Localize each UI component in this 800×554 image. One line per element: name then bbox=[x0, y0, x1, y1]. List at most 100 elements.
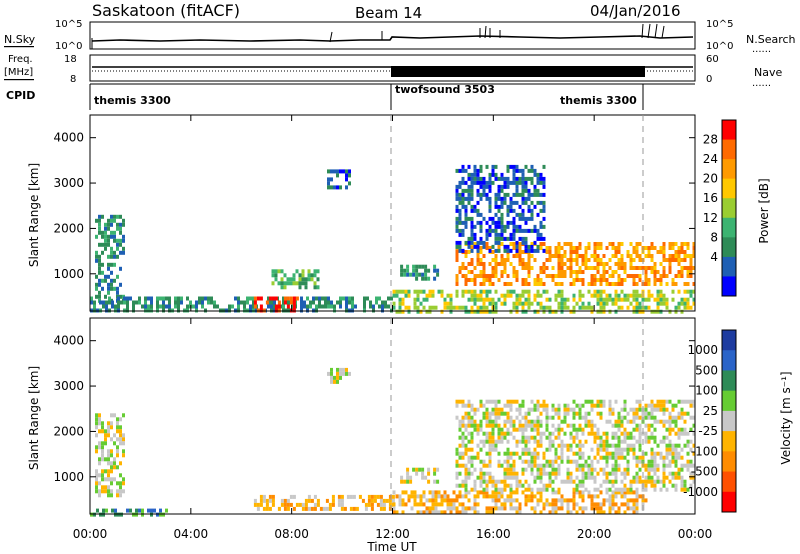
heatmap-cell bbox=[557, 455, 561, 460]
heatmap-cell bbox=[566, 506, 570, 511]
heatmap-cell bbox=[665, 427, 669, 432]
heatmap-cell bbox=[467, 164, 471, 169]
heatmap-cell bbox=[602, 305, 606, 310]
heatmap-cell bbox=[596, 411, 600, 416]
heatmap-cell bbox=[614, 431, 618, 436]
heatmap-cell bbox=[515, 224, 519, 229]
heatmap-cell bbox=[316, 285, 320, 290]
heatmap-cell bbox=[644, 270, 648, 274]
heatmap-cell bbox=[318, 296, 321, 301]
heatmap-cell bbox=[617, 463, 621, 468]
heatmap-cell bbox=[488, 399, 492, 404]
heatmap-cell bbox=[515, 309, 519, 314]
heatmap-cell bbox=[446, 293, 450, 298]
heatmap-cell bbox=[551, 439, 555, 444]
heatmap-cell bbox=[116, 449, 119, 454]
heatmap-cell bbox=[539, 487, 543, 492]
heatmap-cell bbox=[506, 236, 510, 241]
heatmap-cell bbox=[578, 415, 582, 420]
heatmap-cell bbox=[599, 262, 603, 266]
heatmap-cell bbox=[545, 463, 549, 468]
y-tick-label: 3000 bbox=[53, 176, 84, 190]
heatmap-cell bbox=[482, 289, 486, 294]
heatmap-cell bbox=[301, 281, 305, 286]
heatmap-cell bbox=[668, 246, 672, 250]
heatmap-cell bbox=[470, 262, 474, 266]
heatmap-cell bbox=[479, 192, 483, 197]
heatmap-cell bbox=[536, 176, 540, 181]
heatmap-cell bbox=[578, 293, 582, 298]
heatmap-cell bbox=[387, 304, 390, 309]
heatmap-cell bbox=[467, 176, 471, 181]
heatmap-cell bbox=[485, 487, 489, 492]
heatmap-cell bbox=[674, 463, 678, 468]
heatmap-cell bbox=[458, 270, 462, 274]
heatmap-cell bbox=[515, 415, 519, 420]
heatmap-cell bbox=[668, 411, 672, 416]
heatmap-cell bbox=[614, 282, 618, 286]
heatmap-cell bbox=[602, 403, 606, 408]
heatmap-cell bbox=[419, 498, 423, 503]
heatmap-cell bbox=[431, 506, 435, 511]
heatmap-cell bbox=[578, 246, 582, 250]
heatmap-cell bbox=[177, 296, 180, 301]
heatmap-cell bbox=[521, 431, 525, 436]
heatmap-cell bbox=[506, 192, 510, 197]
heatmap-cell bbox=[578, 494, 582, 499]
heatmap-cell bbox=[488, 459, 492, 464]
heatmap-cell bbox=[455, 188, 459, 193]
heatmap-cell bbox=[614, 423, 618, 428]
heatmap-cell bbox=[101, 477, 104, 482]
heatmap-cell bbox=[409, 475, 413, 480]
heatmap-cell bbox=[312, 296, 315, 301]
heatmap-cell bbox=[686, 266, 690, 270]
heatmap-cell bbox=[596, 293, 600, 298]
heatmap-cell bbox=[620, 471, 624, 476]
heatmap-cell bbox=[503, 471, 507, 476]
heatmap-cell bbox=[401, 510, 405, 515]
heatmap-cell bbox=[446, 494, 450, 499]
heatmap-cell bbox=[656, 475, 660, 480]
heatmap-cell bbox=[301, 273, 305, 278]
heatmap-cell bbox=[530, 192, 534, 197]
heatmap-cell bbox=[419, 309, 423, 314]
nsearch-dots: ...... bbox=[752, 44, 771, 55]
heatmap-cell bbox=[458, 510, 462, 515]
heatmap-cell bbox=[497, 487, 501, 492]
heatmap-cell bbox=[168, 296, 171, 301]
colorbar-segment bbox=[722, 159, 736, 180]
heatmap-cell bbox=[473, 164, 477, 169]
heatmap-cell bbox=[458, 220, 462, 225]
heatmap-cell bbox=[563, 443, 567, 448]
heatmap-cell bbox=[629, 435, 633, 440]
heatmap-cell bbox=[348, 296, 351, 301]
heatmap-cell bbox=[638, 309, 642, 314]
heatmap-cell bbox=[162, 300, 165, 305]
heatmap-cell bbox=[545, 427, 549, 432]
heatmap-cell bbox=[497, 479, 501, 484]
heatmap-cell bbox=[593, 494, 597, 499]
heatmap-cell bbox=[551, 443, 555, 448]
heatmap-cell bbox=[644, 246, 648, 250]
heatmap-cell bbox=[557, 242, 561, 246]
heatmap-cell bbox=[101, 489, 104, 494]
heatmap-cell bbox=[434, 494, 438, 499]
heatmap-cell bbox=[554, 297, 558, 302]
heatmap-cell bbox=[587, 419, 591, 424]
heatmap-cell bbox=[98, 222, 101, 227]
heatmap-cell bbox=[336, 300, 339, 305]
heatmap-cell bbox=[449, 309, 453, 314]
heatmap-cell bbox=[345, 304, 348, 309]
heatmap-cell bbox=[533, 510, 537, 515]
heatmap-cell bbox=[566, 297, 570, 302]
heatmap-cell bbox=[578, 305, 582, 310]
heatmap-cell bbox=[518, 419, 522, 424]
heatmap-cell bbox=[98, 417, 101, 422]
heatmap-cell bbox=[530, 490, 534, 495]
heatmap-cell bbox=[596, 399, 600, 404]
heatmap-cell bbox=[524, 502, 528, 507]
heatmap-cell bbox=[467, 188, 471, 193]
heatmap-cell bbox=[500, 502, 504, 507]
